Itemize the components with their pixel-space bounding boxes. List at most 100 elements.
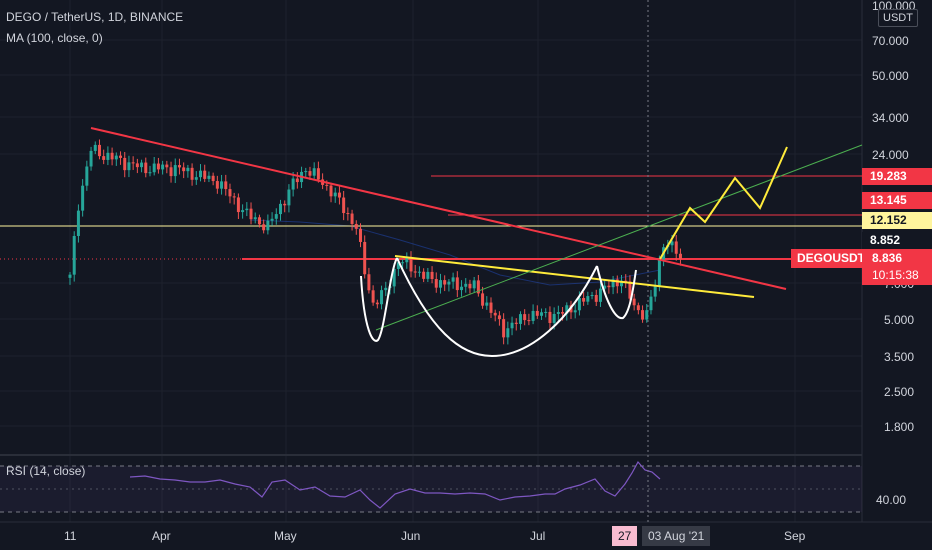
time-axis[interactable]: 11 Apr May Jun Jul Sep: [0, 522, 862, 550]
candle-body: [169, 167, 173, 177]
bar-countdown: 10:15:38: [872, 268, 919, 282]
candle-body: [518, 314, 522, 324]
rsi-pane: [0, 460, 862, 513]
candle-body: [316, 168, 320, 180]
candle-body: [97, 144, 101, 157]
candle-body: [165, 164, 169, 168]
candle-body: [645, 310, 649, 320]
price-tick: 34.000: [872, 111, 909, 125]
descending-neckline: [394, 255, 755, 298]
candle-body: [110, 152, 114, 160]
candle-body: [89, 150, 93, 167]
price-tick: 1.800: [884, 420, 915, 434]
candle-body: [489, 302, 493, 313]
drawings: [90, 127, 863, 358]
candle-body: [497, 315, 501, 320]
candle-body: [464, 283, 468, 287]
candle-body: [232, 196, 236, 198]
candle-body: [257, 217, 261, 225]
candle-body: [371, 290, 375, 303]
currency-unit-badge[interactable]: USDT: [878, 9, 918, 27]
candle-body: [106, 152, 110, 160]
candle-body: [481, 293, 485, 306]
candle-body: [81, 185, 85, 211]
candle-body: [72, 235, 76, 275]
candle-body: [148, 172, 152, 174]
candle-body: [514, 322, 518, 324]
candle-body: [295, 178, 299, 183]
candle-body: [123, 157, 127, 171]
candle-body: [438, 280, 442, 288]
candle-body: [506, 328, 510, 338]
candle-body: [342, 197, 346, 214]
candle-body: [333, 192, 337, 197]
candle-body: [283, 203, 287, 206]
candle-body: [653, 285, 657, 297]
candle-body: [552, 313, 556, 323]
candle-body: [135, 163, 139, 168]
price-tick: 50.000: [872, 69, 909, 83]
candle-body: [598, 288, 602, 302]
candle-body: [325, 184, 329, 186]
candle-body: [152, 163, 156, 173]
candle-body: [565, 305, 569, 314]
candle-body: [363, 241, 367, 275]
current-price: 8.836: [872, 251, 903, 265]
candle-body: [451, 277, 455, 282]
candle-body: [632, 298, 636, 306]
candle-body: [586, 296, 590, 302]
candle-body: [510, 322, 514, 329]
candle-body: [304, 171, 308, 173]
time-tick: Jul: [530, 529, 546, 543]
rsi-indicator-label: RSI (14, close): [6, 464, 86, 478]
candle-body: [186, 167, 190, 172]
candle-body: [241, 210, 245, 213]
candle-body: [384, 287, 388, 291]
candle-body: [674, 241, 678, 254]
candle-body: [535, 310, 539, 316]
rsi-line: [129, 460, 661, 509]
candle-body: [291, 178, 295, 190]
candle-body: [485, 302, 489, 306]
candle-body: [447, 281, 451, 285]
candle-body: [502, 319, 506, 338]
candle-body: [657, 259, 661, 286]
horizontal-levels: [0, 175, 862, 260]
level-tag-19283: 19.283: [862, 168, 932, 185]
candle-body: [119, 155, 123, 158]
candle-body: [426, 271, 430, 279]
candle-body: [203, 170, 207, 179]
candle-body: [392, 268, 396, 287]
candle-body: [207, 175, 211, 179]
candlesticks: [68, 139, 682, 345]
symbol-title: DEGO / TetherUS, 1D, BINANCE: [6, 10, 184, 24]
candle-body: [573, 310, 577, 313]
candle-body: [93, 144, 97, 151]
candle-body: [548, 311, 552, 323]
level-tag-8852: 8.852: [862, 232, 932, 249]
candle-body: [417, 271, 421, 273]
candle-body: [615, 279, 619, 287]
descending-resistance-trendline: [90, 127, 787, 290]
candle-body: [540, 312, 544, 316]
candle-body: [76, 210, 80, 236]
cup-left-curve: [360, 257, 398, 342]
time-tick: Apr: [152, 529, 171, 543]
level-tag-13145: 13.145: [862, 192, 932, 209]
candle-body: [215, 181, 219, 189]
candle-body: [211, 175, 215, 182]
candle-body: [455, 277, 459, 291]
candle-body: [678, 253, 682, 260]
candle-body: [127, 162, 131, 171]
candle-body: [262, 224, 266, 231]
candle-body: [161, 164, 165, 170]
candle-body: [409, 257, 413, 272]
candle-body: [582, 298, 586, 302]
time-tick: May: [274, 529, 297, 543]
candle-body: [641, 310, 645, 320]
candle-body: [194, 177, 198, 180]
rsi-tick: 40.00: [876, 493, 907, 507]
candle-body: [274, 214, 278, 219]
candle-body: [636, 305, 640, 311]
